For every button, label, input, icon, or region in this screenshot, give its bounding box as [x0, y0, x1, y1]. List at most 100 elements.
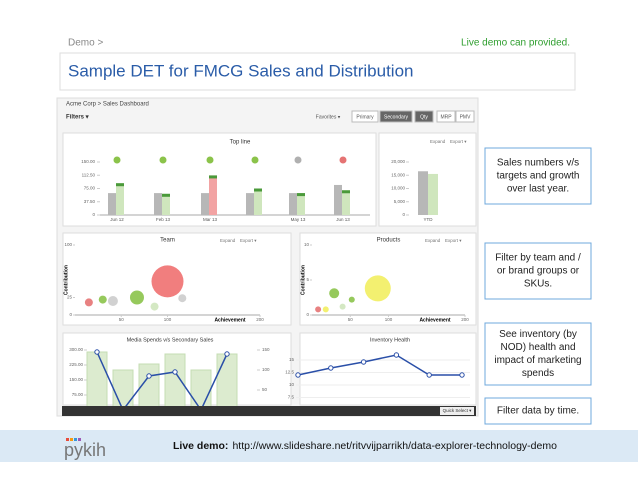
y2-tick-label: 50: [262, 387, 268, 392]
callout-text: impact of marketing: [494, 355, 581, 366]
bubble: [364, 275, 391, 302]
callout-box: [484, 322, 592, 386]
y-tick-label: 0: [402, 212, 405, 217]
x-tick-label: Jun 13: [336, 217, 350, 222]
panel: [299, 232, 477, 326]
filter-button-label: Qty: [420, 114, 428, 120]
x-tick-label: 200: [461, 317, 469, 322]
x-axis-label: Achievement: [214, 317, 245, 323]
line-point: [146, 373, 152, 379]
y-tick-label: 15,000: [391, 172, 405, 177]
line-point: [328, 365, 334, 371]
line-point: [295, 372, 301, 378]
x-tick-label: Mar 13: [203, 217, 218, 222]
y-tick-label: 5,000: [394, 199, 406, 204]
slide-title: Sample DET for FMCG Sales and Distributi…: [68, 61, 413, 80]
panel-menu: Export ▾: [445, 238, 462, 243]
dash-breadcrumb: Acme Corp > Sales Dashboard: [66, 102, 149, 108]
y-tick-label: 75.00: [72, 392, 84, 397]
y-tick-label: 225.00: [69, 362, 83, 367]
filter-button-label: Secondary: [384, 114, 408, 120]
bar-current: [162, 193, 170, 215]
x-tick-label: 50: [348, 317, 354, 322]
line-point: [172, 369, 178, 375]
y-tick-label: 15: [289, 357, 295, 362]
quick-select-label: Quick Select ▾: [443, 408, 473, 413]
bar-current: [297, 193, 305, 215]
footer-band: [0, 430, 638, 462]
callout-box: [484, 147, 592, 205]
bubble: [150, 302, 159, 311]
x-tick-label: 50: [119, 317, 125, 322]
y-tick-label: 0: [69, 312, 72, 317]
x-tick-label: 100: [385, 317, 393, 322]
x-tick-label: May 13: [291, 217, 306, 222]
logo-dot: [66, 438, 69, 441]
bubble: [84, 298, 93, 307]
footer-label: Live demo:: [173, 440, 228, 452]
y-tick-label: 150.00: [69, 377, 83, 382]
spend-bar: [138, 363, 160, 411]
bar-last-year: [154, 193, 162, 215]
target-dot: [294, 156, 302, 164]
x-tick-label: 100: [164, 317, 172, 322]
target-dot: [206, 156, 214, 164]
target-dot: [159, 156, 167, 164]
logo-dot: [78, 438, 81, 441]
bubble: [329, 288, 340, 299]
callout-text: Filter data by time.: [497, 406, 579, 417]
line-point: [393, 352, 400, 358]
panel-menu: Export ▾: [450, 139, 467, 144]
y2-tick-label: 150: [262, 347, 270, 352]
filter-button-label: Favorites ▾: [316, 114, 341, 120]
y-tick-label: 37.50: [84, 199, 96, 204]
filter-button: [414, 110, 434, 123]
y-tick-label: 300.00: [69, 347, 83, 352]
logo-dot: [74, 438, 77, 441]
bubble: [339, 303, 346, 310]
y-tick-label: 0: [92, 212, 95, 217]
bubble: [151, 265, 184, 298]
bar-last-year: [201, 193, 209, 215]
x-tick-label: Feb 13: [156, 217, 171, 222]
y-tick-label: 10,000: [391, 186, 405, 191]
bar-current: [254, 188, 262, 215]
filters: Filters ▾: [66, 115, 90, 121]
callout-text: SKUs.: [524, 279, 552, 290]
filter-button: [455, 110, 475, 123]
callout-text: See inventory (by: [499, 329, 577, 340]
y-axis-label: Contribution: [63, 265, 69, 295]
spend-bar: [190, 369, 212, 411]
callout-text: NOD) health and: [500, 342, 575, 353]
target-dot: [339, 156, 347, 164]
y-tick-label: 25: [67, 295, 73, 300]
y-tick-label: 20,000: [391, 159, 405, 164]
bar-cap: [209, 175, 217, 179]
y-tick-label: 7.5: [288, 395, 295, 400]
panel-menu: Expand: [430, 139, 446, 144]
bubble: [129, 290, 144, 305]
bar-current: [209, 175, 217, 215]
bar-cap: [254, 188, 262, 192]
filter-button-label: PMV: [460, 114, 472, 120]
note: Live demo can provided.: [461, 38, 570, 49]
line-point: [426, 372, 432, 378]
x-axis-label: Achievement: [419, 317, 450, 323]
logo: pykih: [64, 440, 106, 460]
callout-text: Filter by team and /: [495, 253, 581, 264]
spend-bar: [216, 353, 238, 411]
footer-url: http://www.slideshare.net/ritvvijparrikh…: [232, 440, 557, 452]
y-axis-label: Contribution: [300, 265, 306, 295]
bar-last-year: [289, 193, 297, 215]
bar-last-year: [246, 193, 254, 215]
callout-text: Sales numbers v/s: [497, 158, 579, 169]
panel-title: Products: [377, 238, 401, 244]
bar-cap: [162, 193, 170, 197]
bar-last-year: [334, 184, 342, 215]
x-tick-label: 200: [256, 317, 264, 322]
x-tick-label: YTD: [424, 217, 434, 222]
filter-button-label: MRP: [440, 114, 452, 120]
y-tick-label: 150.00: [81, 159, 95, 164]
bar-cap: [116, 183, 124, 187]
callout-box: [484, 242, 592, 300]
